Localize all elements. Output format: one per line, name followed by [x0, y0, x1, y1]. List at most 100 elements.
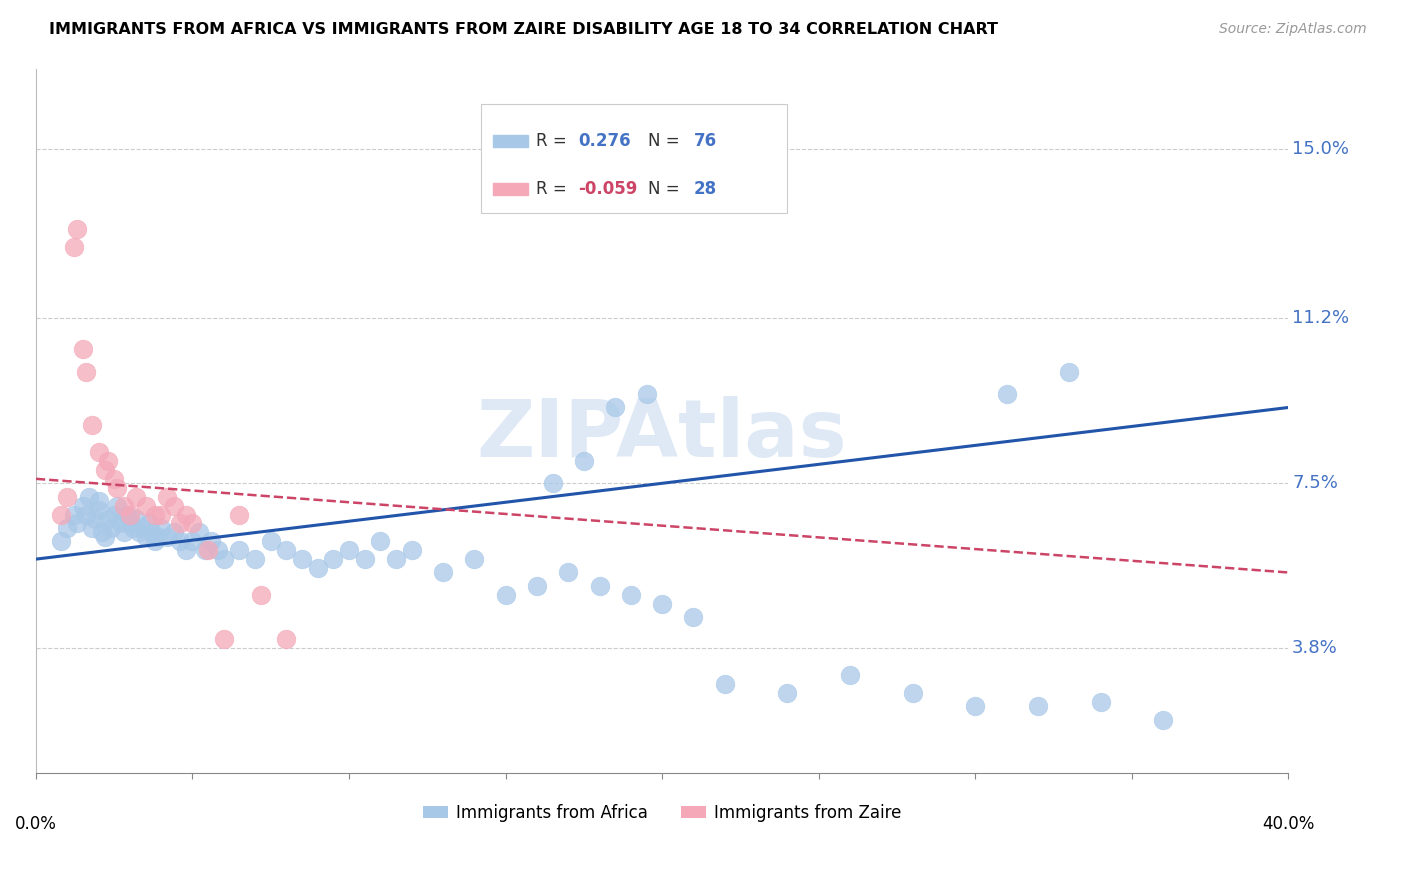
Point	[187, 525, 209, 540]
Point	[146, 530, 169, 544]
Point	[128, 525, 150, 540]
Point	[94, 463, 117, 477]
Point	[212, 632, 235, 647]
Point	[572, 454, 595, 468]
Point	[1090, 695, 1112, 709]
Point	[62, 240, 84, 254]
Point	[72, 499, 94, 513]
Point	[682, 610, 704, 624]
Point	[322, 552, 344, 566]
Point	[90, 525, 112, 540]
Point	[105, 481, 128, 495]
Point	[141, 525, 163, 540]
Point	[181, 516, 204, 531]
Point	[169, 534, 191, 549]
Point	[353, 552, 375, 566]
FancyBboxPatch shape	[494, 136, 529, 146]
Point	[228, 508, 250, 522]
Point	[620, 588, 643, 602]
Point	[97, 512, 120, 526]
Text: 15.0%: 15.0%	[1292, 140, 1350, 158]
Point	[965, 699, 987, 714]
Point	[156, 530, 179, 544]
Text: 0.0%: 0.0%	[15, 815, 56, 833]
Text: 0.276: 0.276	[578, 132, 631, 150]
Point	[75, 508, 97, 522]
Point	[307, 561, 329, 575]
Point	[138, 516, 160, 531]
Point	[49, 508, 72, 522]
Point	[1057, 365, 1080, 379]
Point	[97, 454, 120, 468]
Point	[337, 543, 360, 558]
Point	[105, 499, 128, 513]
Point	[72, 343, 94, 357]
FancyBboxPatch shape	[494, 184, 529, 194]
Point	[82, 521, 104, 535]
Text: IMMIGRANTS FROM AFRICA VS IMMIGRANTS FROM ZAIRE DISABILITY AGE 18 TO 34 CORRELAT: IMMIGRANTS FROM AFRICA VS IMMIGRANTS FRO…	[49, 22, 998, 37]
Point	[207, 543, 229, 558]
Point	[122, 521, 145, 535]
Point	[901, 686, 924, 700]
Point	[463, 552, 485, 566]
Point	[291, 552, 314, 566]
Point	[212, 552, 235, 566]
Point	[49, 534, 72, 549]
Point	[1026, 699, 1049, 714]
Point	[135, 499, 157, 513]
Text: N =: N =	[648, 180, 685, 198]
Point	[250, 588, 273, 602]
Point	[526, 579, 548, 593]
Point	[62, 508, 84, 522]
Point	[115, 508, 138, 522]
Text: 7.5%: 7.5%	[1292, 475, 1339, 492]
Text: Source: ZipAtlas.com: Source: ZipAtlas.com	[1219, 22, 1367, 37]
Text: 28: 28	[693, 180, 717, 198]
Point	[100, 521, 122, 535]
Point	[174, 543, 197, 558]
Text: ZIPAtlas: ZIPAtlas	[477, 396, 848, 474]
Point	[370, 534, 392, 549]
Point	[243, 552, 266, 566]
Text: 76: 76	[693, 132, 717, 150]
Point	[636, 387, 658, 401]
Point	[110, 516, 132, 531]
Point	[401, 543, 423, 558]
Point	[194, 543, 217, 558]
Point	[112, 499, 135, 513]
Point	[174, 508, 197, 522]
Point	[66, 222, 89, 236]
Point	[103, 472, 125, 486]
Point	[995, 387, 1018, 401]
Point	[839, 668, 862, 682]
Point	[77, 490, 100, 504]
Point	[260, 534, 283, 549]
Point	[541, 476, 564, 491]
Point	[66, 516, 89, 531]
Text: R =: R =	[536, 132, 572, 150]
Point	[385, 552, 408, 566]
Point	[118, 508, 141, 522]
Point	[56, 521, 79, 535]
Point	[495, 588, 517, 602]
Text: 11.2%: 11.2%	[1292, 310, 1350, 327]
Point	[605, 401, 627, 415]
Point	[163, 525, 186, 540]
Point	[112, 525, 135, 540]
Point	[651, 597, 673, 611]
Point	[197, 543, 219, 558]
Point	[163, 499, 186, 513]
Text: 3.8%: 3.8%	[1292, 640, 1339, 657]
Point	[557, 566, 579, 580]
Point	[125, 490, 148, 504]
Point	[200, 534, 222, 549]
Point	[56, 490, 79, 504]
Point	[143, 534, 166, 549]
Point	[228, 543, 250, 558]
Point	[181, 534, 204, 549]
Point	[103, 508, 125, 522]
Point	[432, 566, 454, 580]
Legend: Immigrants from Africa, Immigrants from Zaire: Immigrants from Africa, Immigrants from …	[416, 797, 908, 829]
Point	[150, 521, 173, 535]
Point	[87, 503, 110, 517]
